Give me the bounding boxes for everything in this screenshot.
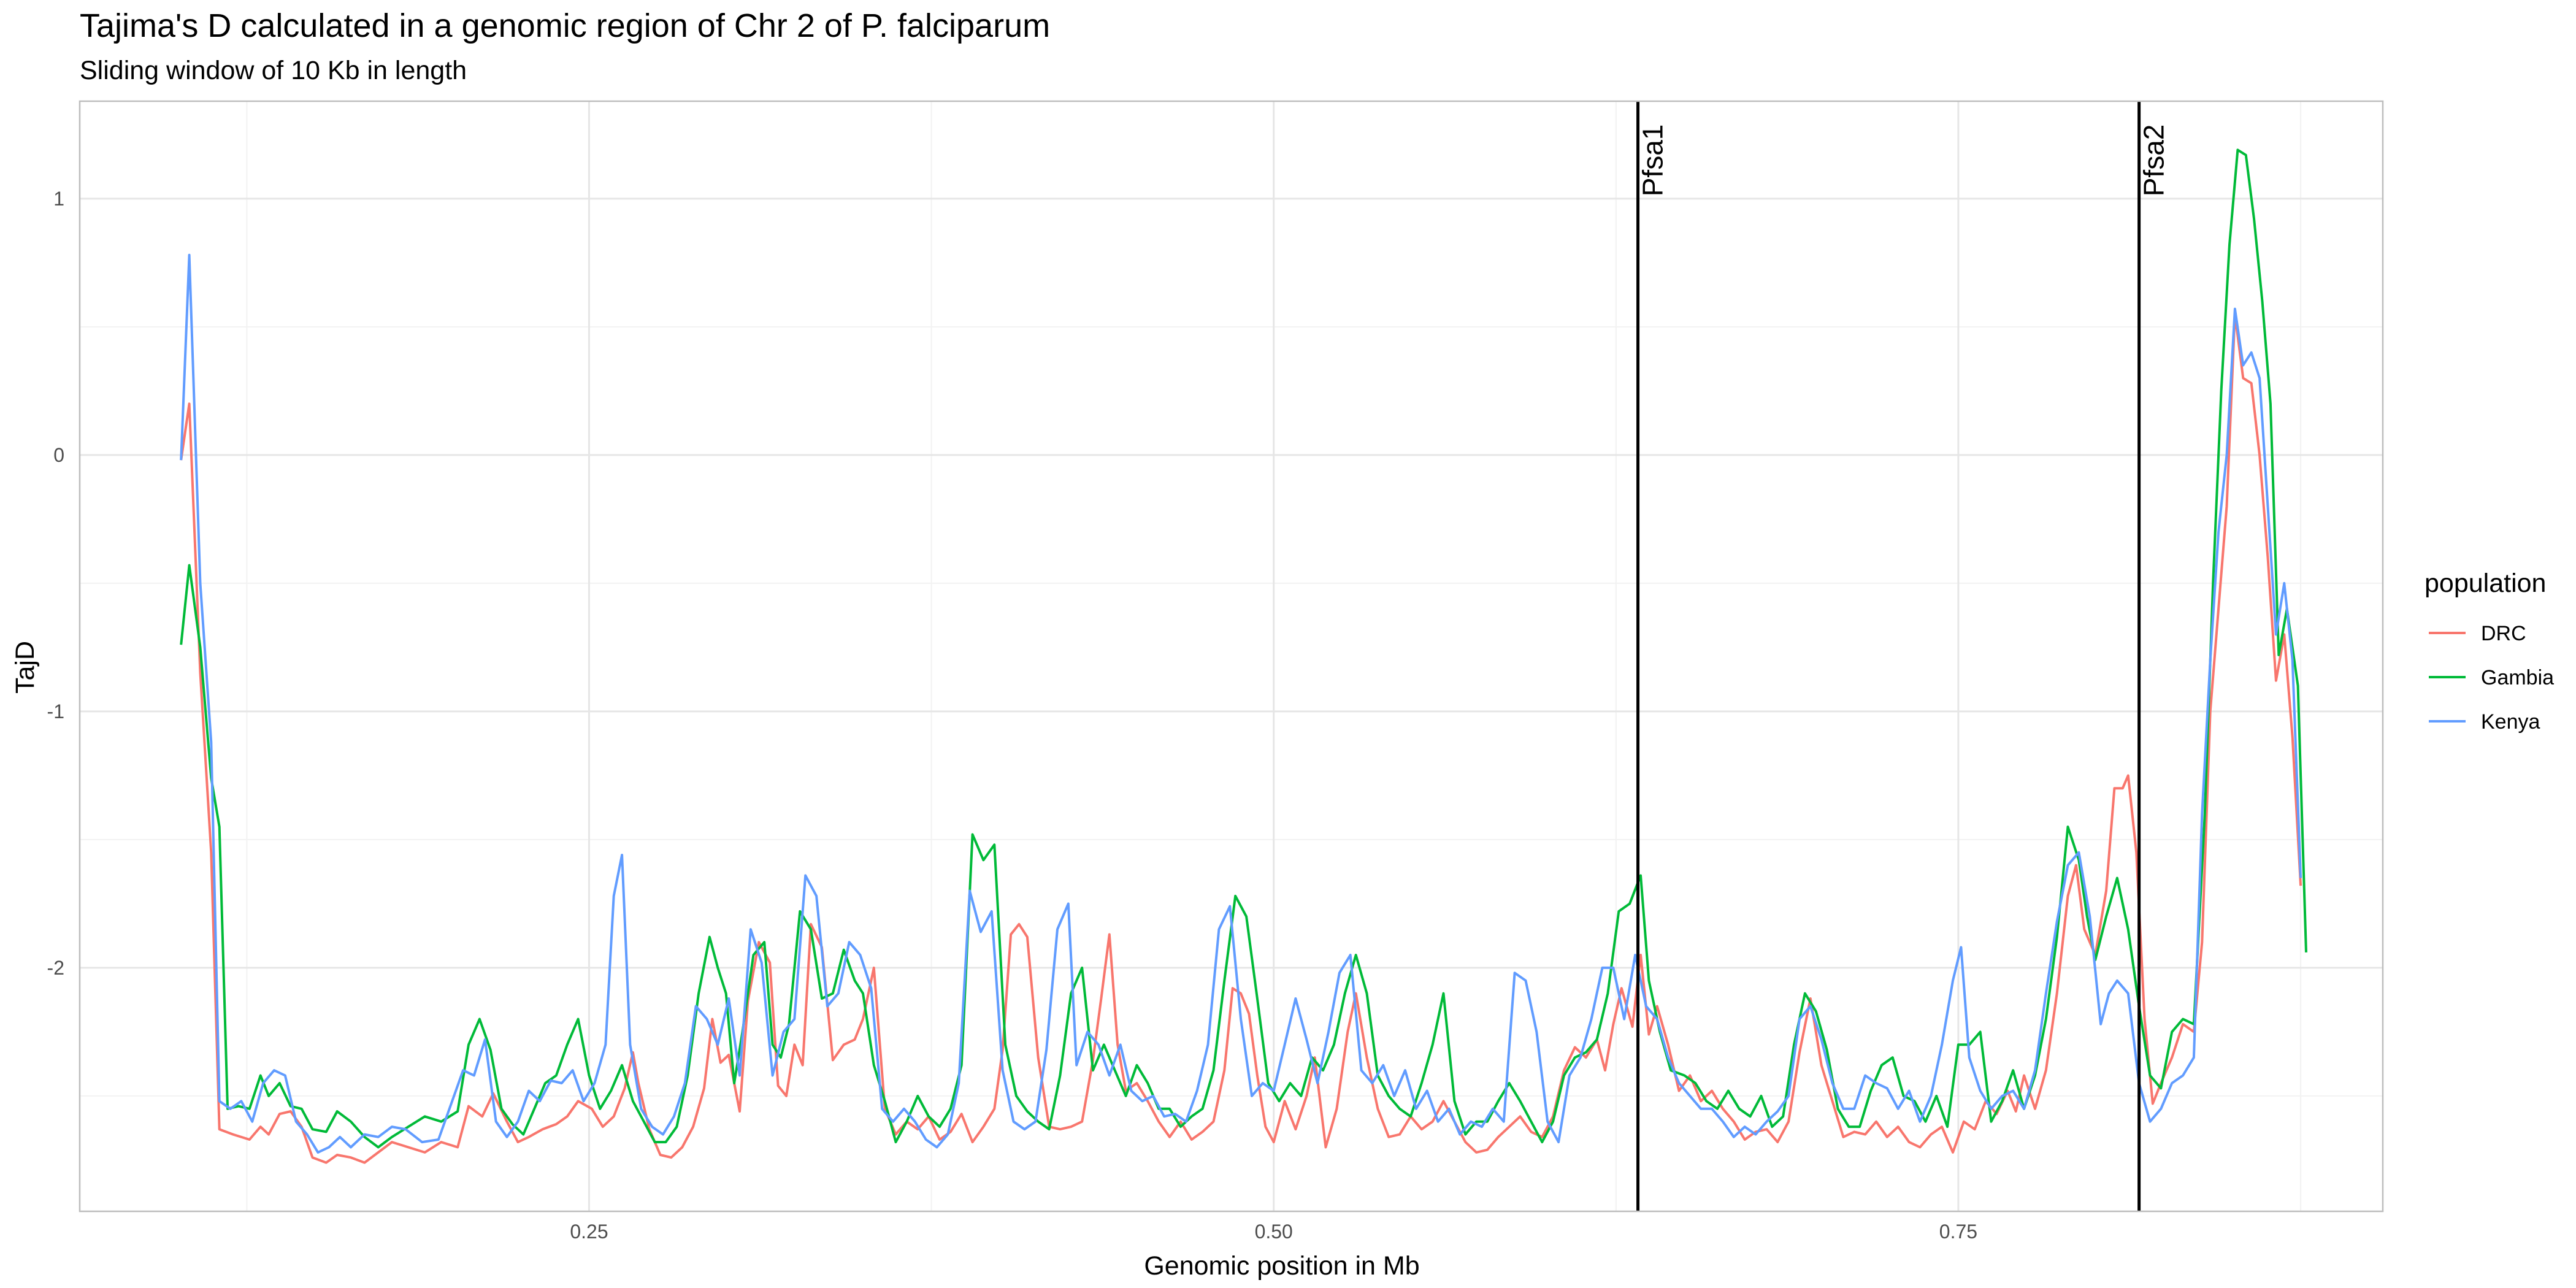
chart-subtitle: Sliding window of 10 Kb in length: [80, 56, 467, 85]
x-axis-title: Genomic position in Mb: [1144, 1251, 1419, 1281]
x-tick-label: 0.25: [570, 1221, 608, 1243]
y-axis-ticks: -2 -1 0 1: [47, 188, 64, 979]
annotation-lines: Pfsa1 Pfsa2: [1636, 101, 2170, 1211]
y-tick-label: -2: [47, 957, 64, 979]
legend-label-kenya: Kenya: [2481, 710, 2540, 734]
legend-title: population: [2425, 569, 2546, 598]
series-lines: [180, 148, 2307, 1164]
y-axis-title: TajD: [10, 641, 40, 694]
minor-gridlines: [80, 101, 2383, 1211]
vline-label-pfsa2: Pfsa2: [2138, 125, 2170, 197]
chart-title: Tajima's D calculated in a genomic regio…: [80, 7, 1050, 44]
series-line-gambia: [180, 148, 2307, 1149]
y-tick-label: 1: [53, 188, 64, 210]
y-tick-label: 0: [53, 444, 64, 466]
plot-panel-border: [79, 100, 2384, 1213]
y-tick-label: -1: [47, 700, 64, 723]
legend: population DRC Gambia Kenya: [2425, 569, 2554, 734]
x-axis-ticks: 0.25 0.50 0.75: [570, 1221, 1977, 1243]
series-line-kenya: [180, 253, 2302, 1154]
x-tick-label: 0.75: [1939, 1221, 1977, 1243]
x-tick-label: 0.50: [1255, 1221, 1293, 1243]
vline-label-pfsa1: Pfsa1: [1637, 125, 1669, 197]
legend-label-drc: DRC: [2481, 622, 2526, 645]
major-gridlines: [80, 101, 2383, 1211]
legend-label-gambia: Gambia: [2481, 666, 2554, 689]
